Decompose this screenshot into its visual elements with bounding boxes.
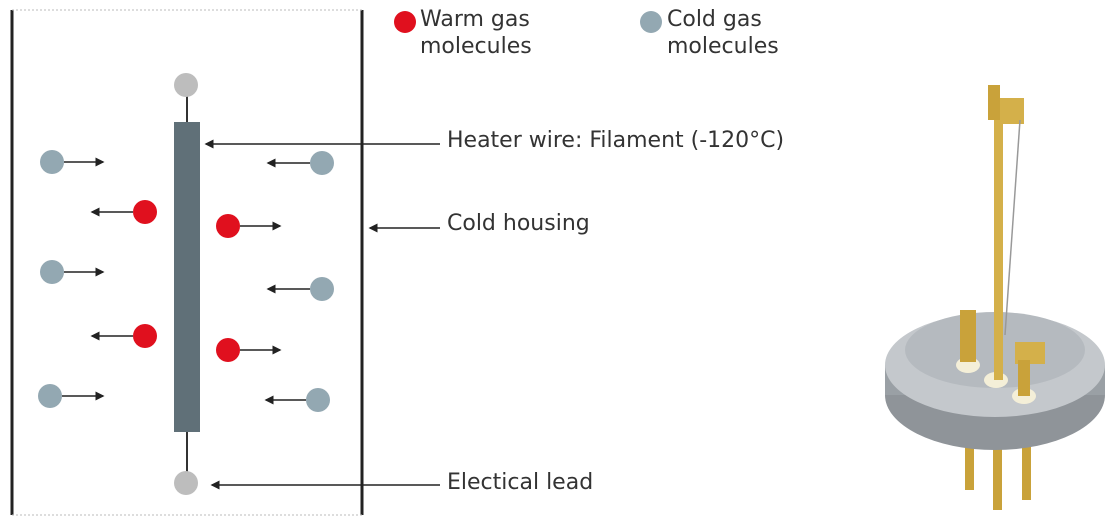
legend-swatch [640,11,662,33]
housing-label: Cold housing [447,211,590,236]
heater-label: Heater wire: Filament (-120°C) [447,128,785,153]
legend-label: Warm gas molecules [420,7,532,59]
cold-molecules [38,150,334,412]
legend-label: Cold gas molecules [667,7,779,59]
warm-molecules [133,200,240,362]
filament [174,122,200,432]
molecule-arrows [62,139,440,490]
lead-label: Electical lead [447,470,594,495]
sensor-illustration [885,85,1105,510]
lead-top [174,73,198,97]
lead-bottom [174,471,198,495]
legend-swatch [394,11,416,33]
